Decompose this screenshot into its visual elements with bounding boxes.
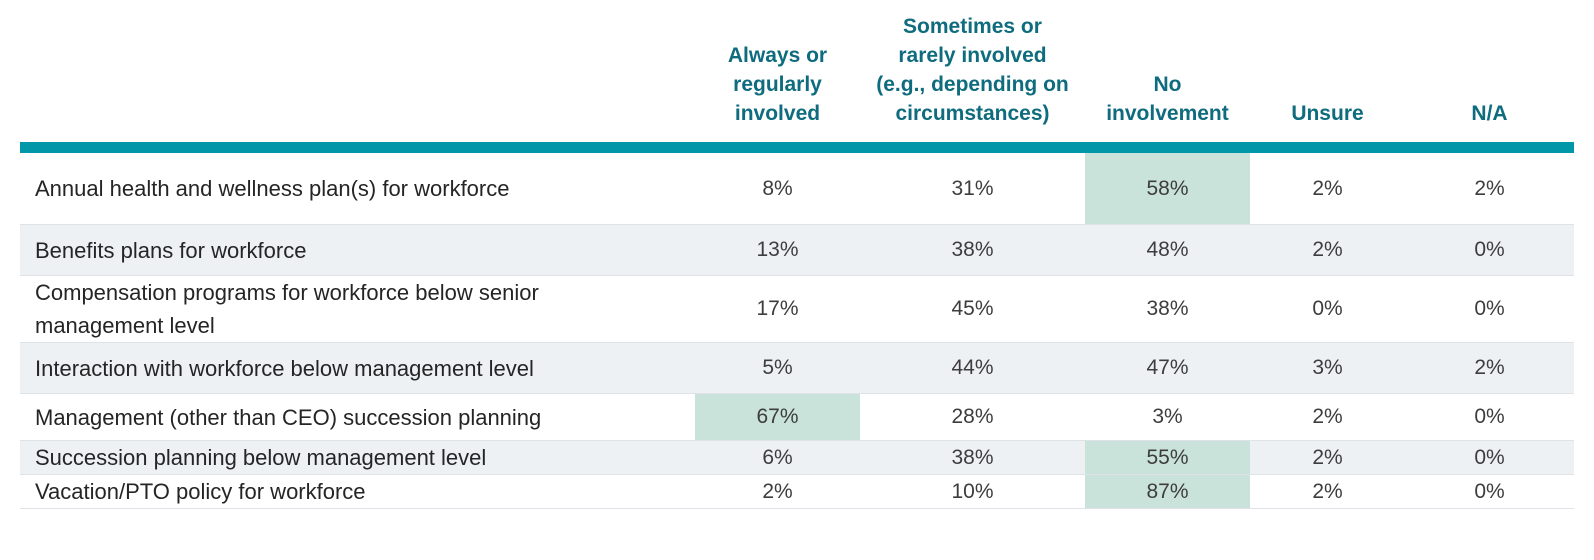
value-cell: 2%	[1474, 356, 1505, 379]
value-cell: 3%	[1152, 405, 1183, 428]
value-cell: 0%	[1474, 297, 1505, 320]
row-label: Annual health and wellness plan(s) for w…	[35, 176, 510, 201]
column-header: Always or regularly involved	[727, 44, 828, 125]
value-cell: 0%	[1474, 238, 1505, 261]
value-cell: 67%	[695, 394, 860, 440]
table-row: Vacation/PTO policy for workforce 2% 10%…	[20, 475, 1574, 509]
value-cell: 38%	[951, 445, 994, 469]
value-cell: 2%	[1474, 176, 1505, 200]
value-cell: 38%	[1146, 297, 1189, 320]
column-header: Unsure	[1291, 102, 1364, 125]
value-cell: 8%	[762, 176, 793, 200]
column-header: N/A	[1471, 102, 1508, 125]
table-row: Benefits plans for workforce 13% 38% 48%…	[20, 225, 1574, 276]
value-cell: 13%	[756, 238, 799, 261]
table-row: Compensation programs for workforce belo…	[20, 276, 1574, 343]
table-row: Annual health and wellness plan(s) for w…	[20, 153, 1574, 225]
value-cell: 31%	[951, 176, 994, 200]
value-cell: 48%	[1146, 238, 1189, 261]
value-cell: 44%	[951, 356, 994, 379]
value-cell: 17%	[756, 297, 799, 320]
value-cell: 58%	[1085, 153, 1250, 224]
value-cell: 5%	[762, 356, 793, 379]
table-row: Management (other than CEO) succession p…	[20, 394, 1574, 441]
row-label: Vacation/PTO policy for workforce	[35, 479, 366, 504]
column-header: Sometimes or rarely involved (e.g., depe…	[876, 15, 1069, 125]
value-cell: 2%	[762, 479, 793, 503]
value-cell: 2%	[1312, 176, 1343, 200]
value-cell: 0%	[1474, 405, 1505, 428]
survey-involvement-table: Always or regularly involved Sometimes o…	[20, 0, 1574, 509]
value-cell: 10%	[951, 479, 994, 503]
table-row: Interaction with workforce below managem…	[20, 343, 1574, 394]
value-cell: 87%	[1085, 475, 1250, 508]
value-cell: 3%	[1312, 356, 1343, 379]
value-cell: 55%	[1085, 441, 1250, 474]
row-label: Management (other than CEO) succession p…	[35, 404, 542, 430]
table-row: Succession planning below management lev…	[20, 441, 1574, 475]
value-cell: 47%	[1146, 356, 1189, 379]
column-header: No involvement	[1106, 73, 1229, 125]
value-cell: 2%	[1312, 238, 1343, 261]
value-cell: 38%	[951, 238, 994, 261]
value-cell: 2%	[1312, 445, 1343, 469]
value-cell: 45%	[951, 297, 994, 320]
value-cell: 2%	[1312, 405, 1343, 428]
value-cell: 2%	[1312, 479, 1343, 503]
header-divider-bar	[20, 142, 1574, 153]
header-row: Always or regularly involved Sometimes o…	[20, 0, 1574, 128]
row-label: Interaction with workforce below managem…	[35, 355, 534, 381]
value-cell: 28%	[951, 405, 994, 428]
value-cell: 0%	[1312, 297, 1343, 320]
row-label: Succession planning below management lev…	[35, 445, 487, 470]
value-cell: 0%	[1474, 479, 1505, 503]
value-cell: 6%	[762, 445, 793, 469]
row-label: Benefits plans for workforce	[35, 237, 307, 263]
value-cell: 0%	[1474, 445, 1505, 469]
row-label: Compensation programs for workforce belo…	[35, 280, 539, 338]
